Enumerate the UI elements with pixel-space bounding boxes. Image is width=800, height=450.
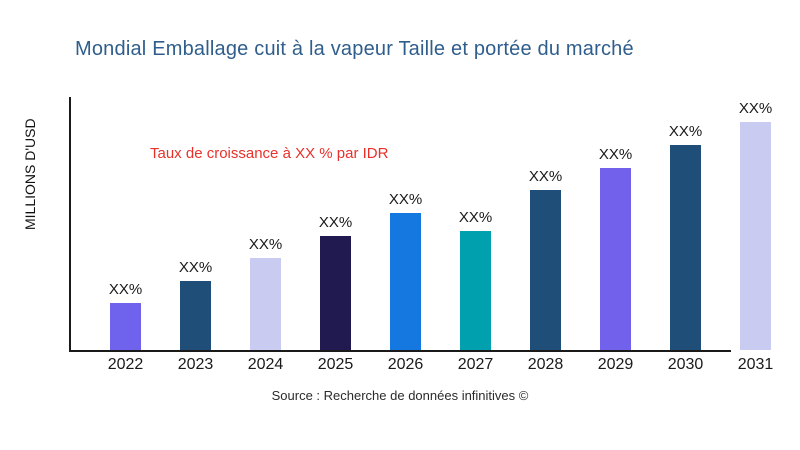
bar-2031: [740, 122, 771, 350]
bar-value-label-2022: XX%: [108, 281, 143, 298]
source-note: Source : Recherche de données infinitive…: [271, 388, 529, 403]
bar-value-label-2023: XX%: [178, 259, 213, 276]
bar-value-label-2030: XX%: [668, 123, 703, 140]
bar-2023: [180, 281, 211, 350]
y-axis-label: MILLIONS D'USD: [22, 118, 38, 230]
bar-2029: [600, 168, 631, 350]
x-tick-label-2025: 2025: [317, 356, 354, 373]
x-tick-label-2027: 2027: [457, 356, 494, 373]
x-tick-label-2031: 2031: [737, 356, 774, 373]
x-axis-line: [69, 350, 731, 352]
x-tick-label-2030: 2030: [667, 356, 704, 373]
growth-rate-annotation: Taux de croissance à XX % par IDR: [150, 145, 389, 162]
bar-2027: [460, 231, 491, 350]
x-tick-label-2024: 2024: [247, 356, 284, 373]
y-axis-line: [69, 97, 71, 351]
bar-value-label-2025: XX%: [318, 214, 353, 231]
x-tick-label-2028: 2028: [527, 356, 564, 373]
chart-title: Mondial Emballage cuit à la vapeur Taill…: [75, 38, 634, 60]
bar-value-label-2028: XX%: [528, 168, 563, 185]
x-tick-label-2022: 2022: [107, 356, 144, 373]
x-tick-label-2023: 2023: [177, 356, 214, 373]
bar-value-label-2031: XX%: [738, 100, 773, 117]
bar-2028: [530, 190, 561, 350]
bar-value-label-2024: XX%: [248, 236, 283, 253]
bar-2025: [320, 236, 351, 350]
bar-value-label-2027: XX%: [458, 209, 493, 226]
bar-value-label-2026: XX%: [388, 191, 423, 208]
bar-2024: [250, 258, 281, 350]
x-tick-label-2029: 2029: [597, 356, 634, 373]
x-tick-label-2026: 2026: [387, 356, 424, 373]
bar-2026: [390, 213, 421, 350]
bar-2022: [110, 303, 141, 350]
bar-2030: [670, 145, 701, 350]
bar-value-label-2029: XX%: [598, 146, 633, 163]
